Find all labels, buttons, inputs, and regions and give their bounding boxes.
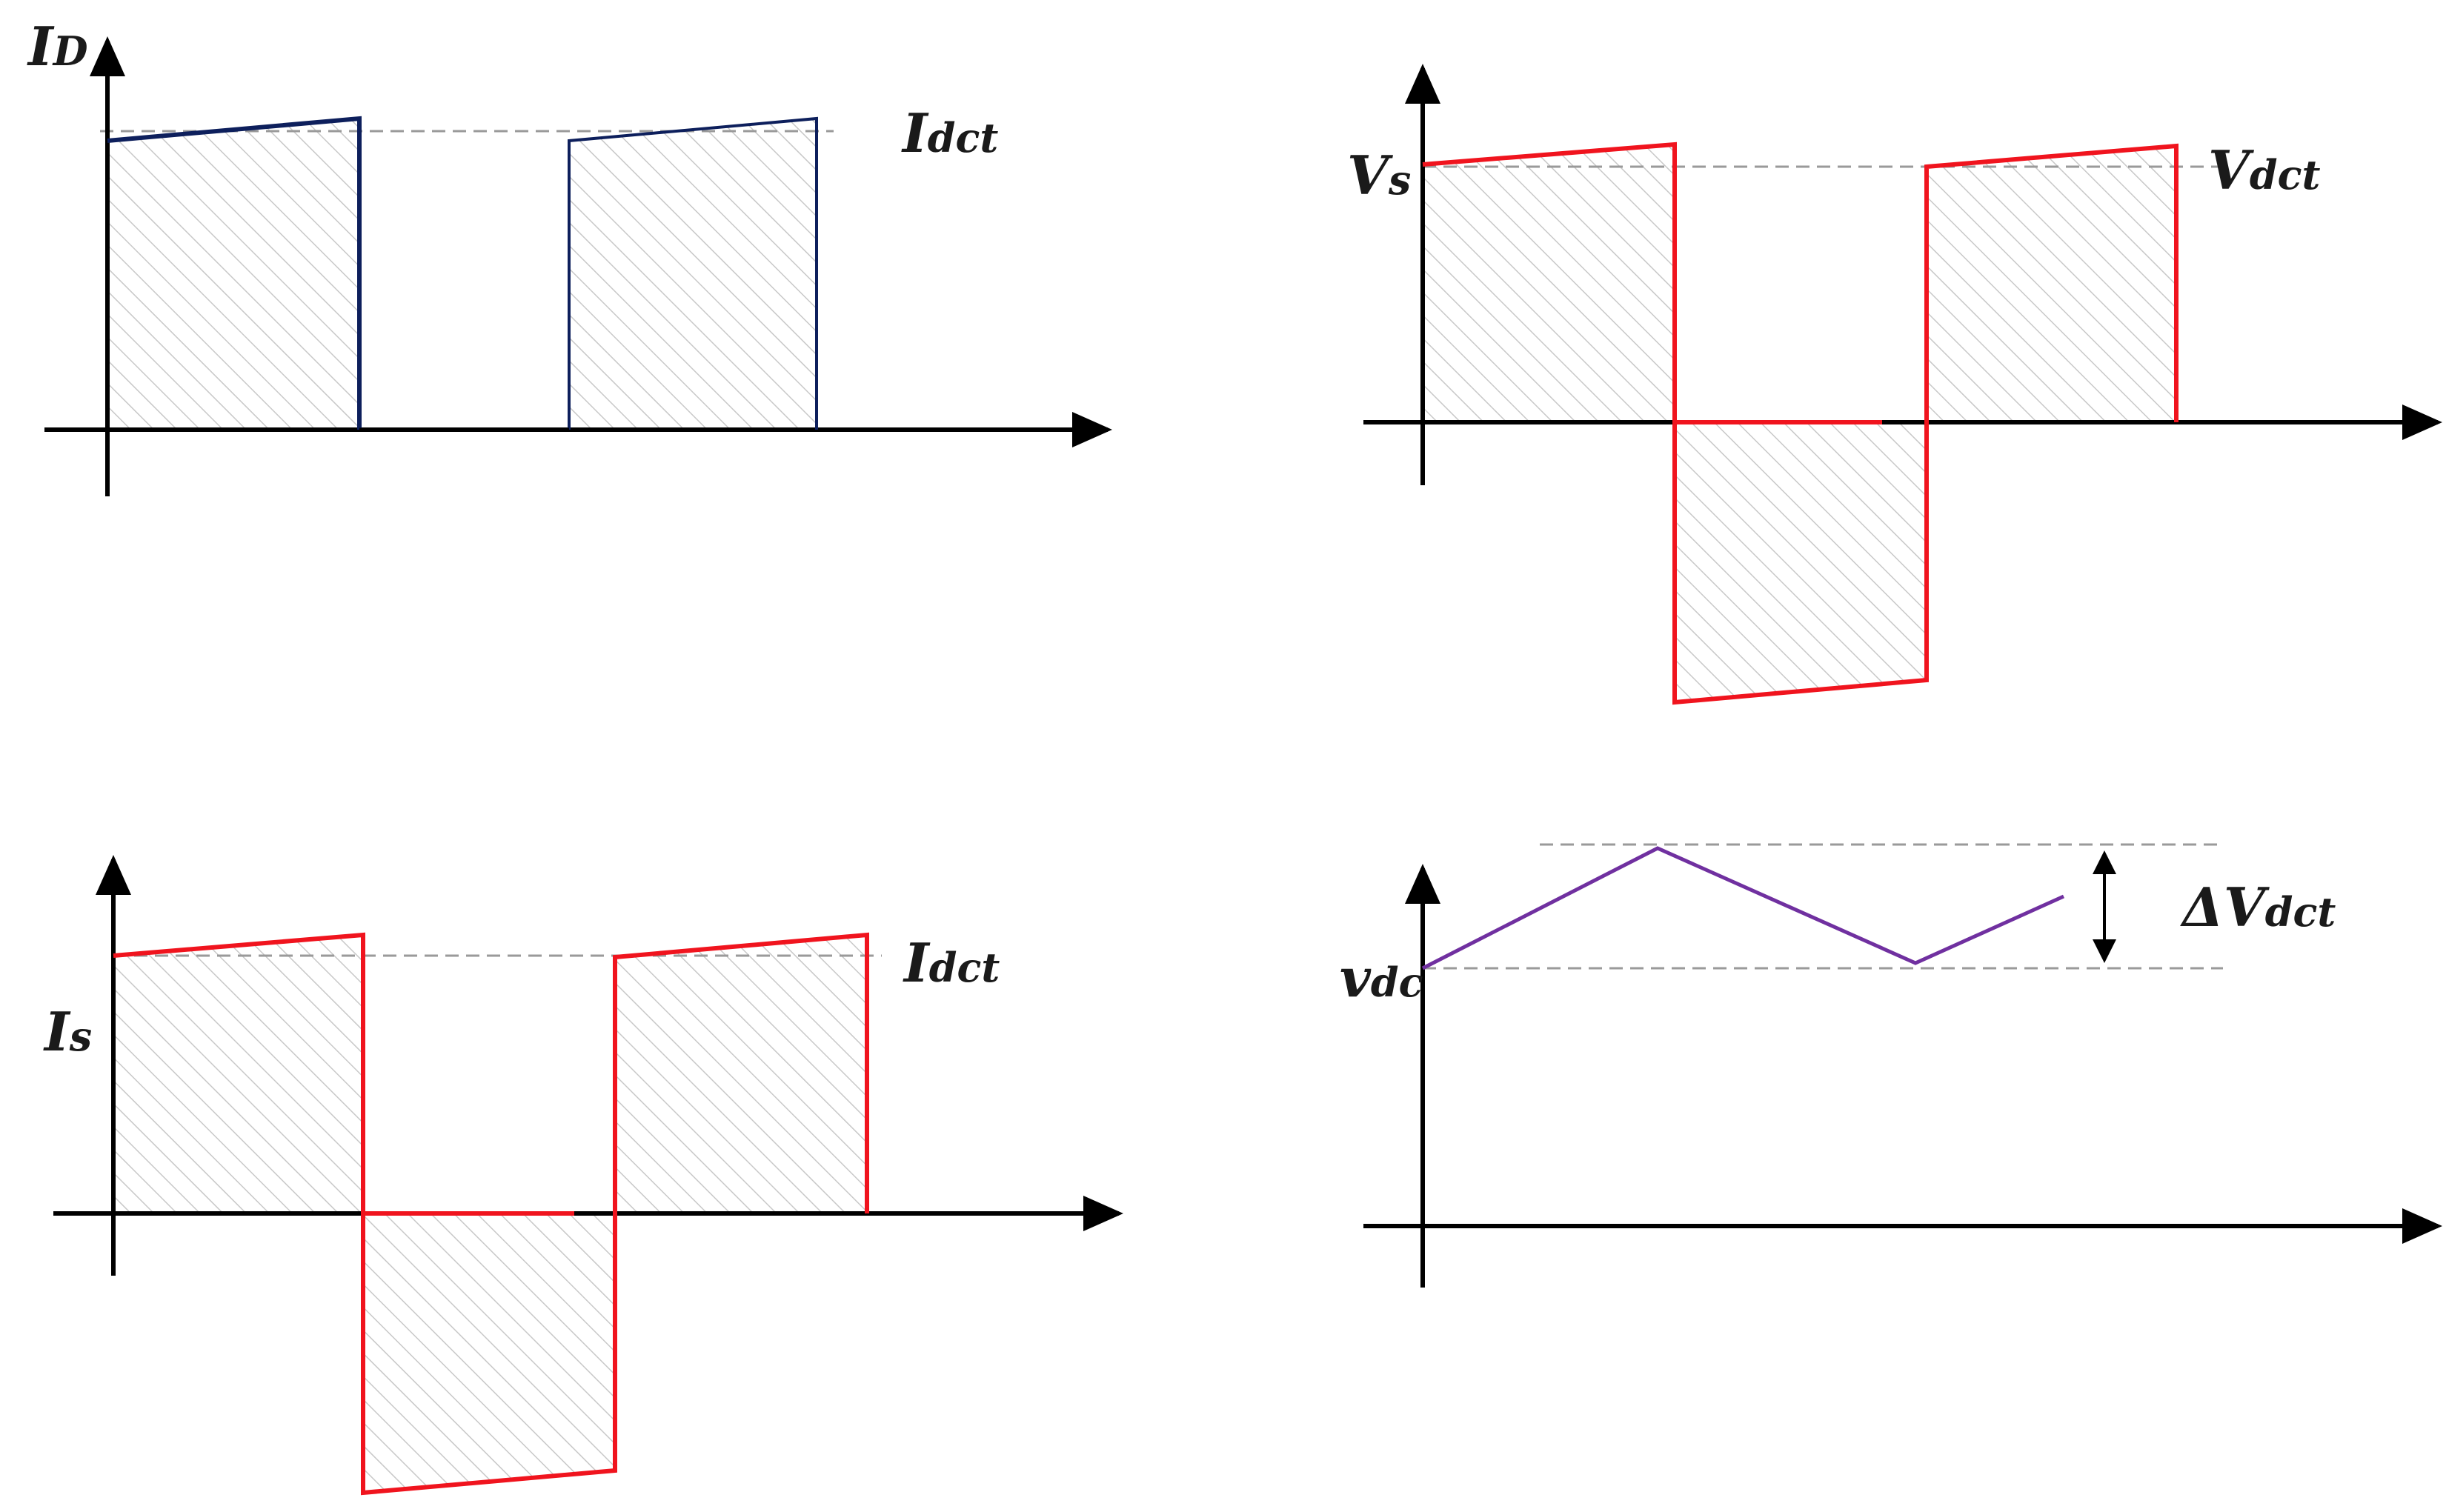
y-axis-label: Vs [1347, 144, 1411, 207]
hatch-region [1675, 422, 1927, 702]
voltage-trace [1422, 141, 2179, 705]
y-axis-label: ID [27, 15, 88, 78]
ripple-trace [1421, 846, 2065, 970]
panel-dc-voltage: vdc ΔVdct [1340, 843, 2442, 1288]
y-axis-label: Is [43, 1000, 92, 1063]
y-axis-label: vdc [1340, 946, 1423, 1009]
hatch-region [569, 119, 817, 430]
hatch-region [615, 935, 867, 1213]
hatch-region [363, 1213, 615, 1493]
panel-source-current: Is Idct [43, 855, 1123, 1496]
pulse-trace [568, 116, 818, 430]
current-trace [113, 932, 869, 1496]
hatch-region [1927, 146, 2176, 422]
hatch-region [113, 935, 363, 1213]
hatch-region [1423, 144, 1675, 422]
pulse-trace [107, 116, 362, 430]
panel-diode-current: ID Idct [27, 15, 1112, 496]
reference-label: Idct [903, 931, 1000, 994]
reference-label: Vdct [2208, 139, 2321, 202]
hatch-region [107, 119, 359, 430]
ripple-label: ΔVdct [2180, 876, 2336, 939]
panel-source-voltage: Vs Vdct [1347, 64, 2442, 705]
reference-label: Idct [901, 101, 998, 164]
